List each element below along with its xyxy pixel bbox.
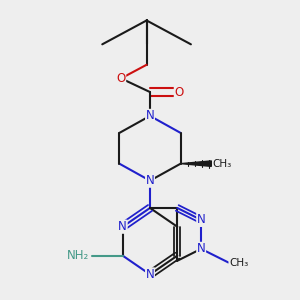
Text: N: N (146, 174, 154, 187)
Text: N: N (118, 220, 127, 233)
Text: O: O (174, 85, 184, 98)
Text: N: N (197, 242, 206, 255)
Text: CH₃: CH₃ (213, 159, 232, 169)
Text: CH₃: CH₃ (229, 257, 248, 268)
Text: N: N (146, 110, 154, 122)
Text: N: N (146, 268, 154, 281)
Text: NH₂: NH₂ (66, 249, 88, 262)
Text: O: O (116, 72, 126, 85)
Text: N: N (197, 213, 206, 226)
Polygon shape (181, 161, 212, 167)
